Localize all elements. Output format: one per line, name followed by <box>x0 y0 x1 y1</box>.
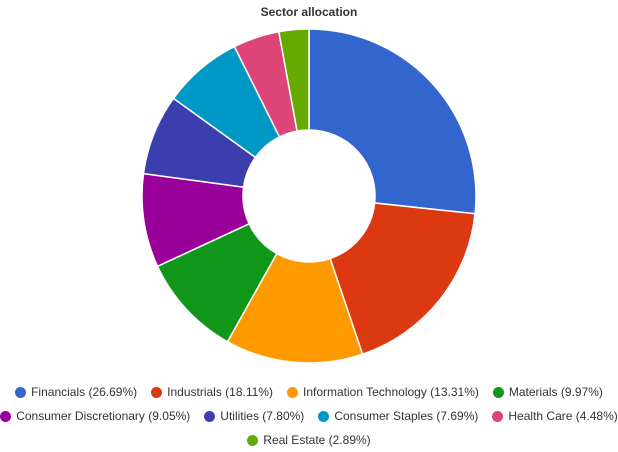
legend-row-3: Real Estate (2.89%) <box>0 428 618 452</box>
chart-title: Sector allocation <box>260 5 358 19</box>
legend-item-consumer-staples[interactable]: Consumer Staples (7.69%) <box>318 409 478 423</box>
legend-dot <box>204 410 216 422</box>
legend-row-2: Consumer Discretionary (9.05%) Utilities… <box>0 404 618 428</box>
legend-dot <box>247 434 259 446</box>
slice-industrials[interactable] <box>329 202 476 356</box>
legend-item-health-care[interactable]: Health Care (4.48%) <box>492 409 618 423</box>
legend-dot <box>492 386 504 398</box>
legend-row-1: Financials (26.69%) Industrials (18.11%)… <box>0 380 618 404</box>
legend-dot <box>151 386 163 398</box>
legend-item-materials[interactable]: Materials (9.97%) <box>492 385 603 399</box>
legend-dot <box>0 410 12 422</box>
legend-label: Information Technology (13.31%) <box>302 385 479 399</box>
legend-item-industrials[interactable]: Industrials (18.11%) <box>151 385 273 399</box>
legend: Financials (26.69%) Industrials (18.11%)… <box>0 380 618 452</box>
legend-dot <box>286 386 298 398</box>
slice-real-estate[interactable] <box>277 28 310 132</box>
legend-dot <box>492 410 504 422</box>
legend-label: Materials (9.97%) <box>508 385 603 399</box>
legend-dot <box>15 386 27 398</box>
legend-item-financials[interactable]: Financials (26.69%) <box>15 385 137 399</box>
legend-label: Real Estate (2.89%) <box>263 433 371 447</box>
legend-dot <box>318 410 330 422</box>
legend-label: Utilities (7.80%) <box>220 409 305 423</box>
legend-label: Consumer Staples (7.69%) <box>334 409 479 423</box>
legend-label: Financials (26.69%) <box>31 385 138 399</box>
legend-label: Consumer Discretionary (9.05%) <box>16 409 191 423</box>
legend-item-information-technology[interactable]: Information Technology (13.31%) <box>286 385 479 399</box>
legend-label: Industrials (18.11%) <box>167 385 273 399</box>
slice-financials[interactable] <box>308 28 477 215</box>
legend-label: Health Care (4.48%) <box>508 409 618 423</box>
legend-item-utilities[interactable]: Utilities (7.80%) <box>204 409 304 423</box>
legend-item-consumer-discretionary[interactable]: Consumer Discretionary (9.05%) <box>0 409 190 423</box>
legend-item-real-estate[interactable]: Real Estate (2.89%) <box>247 433 371 447</box>
